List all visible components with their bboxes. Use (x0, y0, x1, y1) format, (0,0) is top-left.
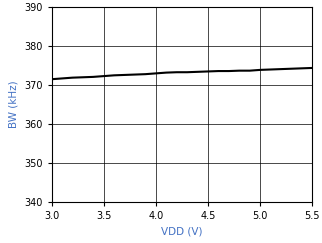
Y-axis label: BW (kHz): BW (kHz) (8, 81, 18, 128)
X-axis label: VDD (V): VDD (V) (161, 226, 203, 236)
